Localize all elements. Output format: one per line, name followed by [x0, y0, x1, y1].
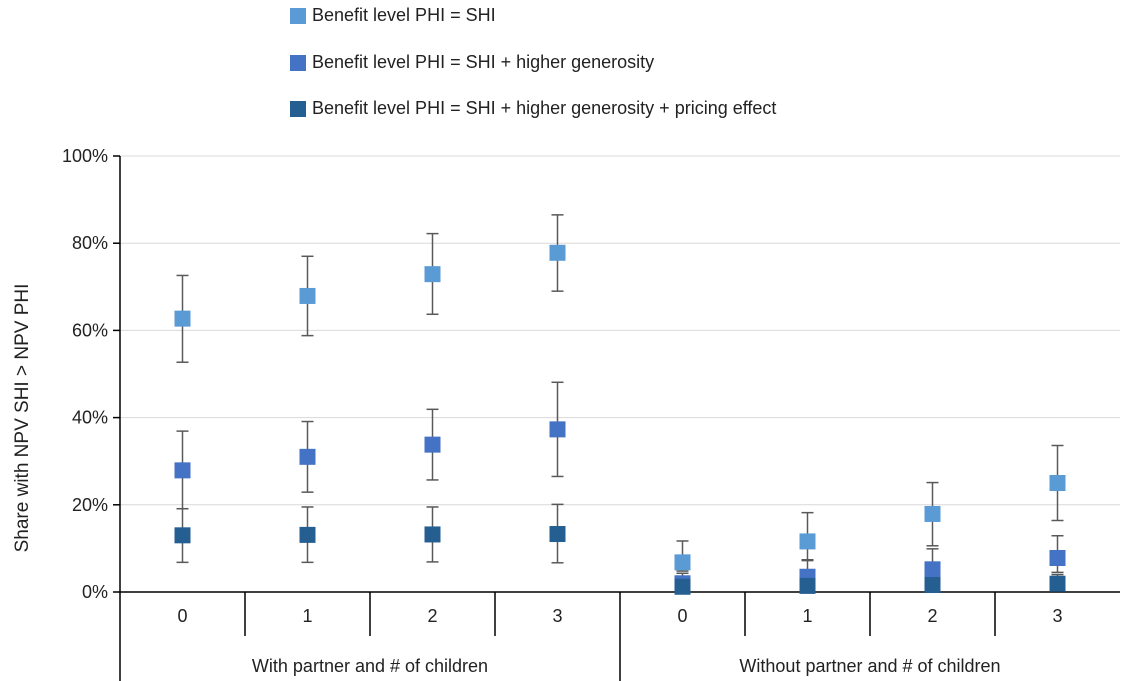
x-tick-label-5: 1 [802, 606, 812, 626]
legend-label-series-3: Benefit level PHI = SHI + higher generos… [312, 98, 777, 118]
data-point-s2-2 [424, 436, 441, 453]
legend-swatch-series-3 [290, 100, 306, 117]
legend-item-series-3: Benefit level PHI = SHI + higher generos… [290, 98, 776, 119]
data-points [174, 244, 1066, 595]
group-label-1: Without partner and # of children [739, 656, 1000, 676]
x-tick-label-1: 1 [302, 606, 312, 626]
y-tick-label-0: 0% [82, 582, 108, 602]
data-point-s2-7 [1049, 549, 1066, 566]
x-tick-label-6: 2 [927, 606, 937, 626]
data-point-s3-3 [549, 526, 566, 543]
legend-item-series-1: Benefit level PHI = SHI [290, 5, 496, 26]
data-point-s3-7 [1049, 575, 1066, 592]
y-axis-label: Share with NPV SHI > NPV PHI [12, 284, 33, 553]
axes: 0% 20% 40% 60% 80% 100% 0 1 2 3 0 1 2 3 With partner a… [62, 146, 1120, 681]
legend-swatch-series-2 [290, 54, 306, 71]
data-point-s1-2 [424, 266, 441, 283]
x-tick-label-4: 0 [677, 606, 687, 626]
y-tick-label-4: 80% [72, 233, 108, 253]
x-tick-label-7: 3 [1052, 606, 1062, 626]
data-point-s3-4 [674, 578, 691, 595]
data-point-s3-1 [299, 526, 316, 543]
y-tick-label-5: 100% [62, 146, 108, 166]
data-point-s3-6 [924, 577, 941, 594]
legend-label-series-2: Benefit level PHI = SHI + higher generos… [312, 52, 655, 72]
data-point-s3-2 [424, 526, 441, 543]
data-point-s1-0 [174, 310, 191, 327]
data-point-s1-4 [674, 554, 691, 571]
data-point-s2-1 [299, 448, 316, 465]
data-point-s1-1 [299, 287, 316, 304]
x-tick-label-0: 0 [177, 606, 187, 626]
data-point-s2-6 [924, 561, 941, 578]
data-point-s2-3 [549, 421, 566, 438]
data-point-s3-0 [174, 527, 191, 544]
data-point-s1-5 [799, 533, 816, 550]
data-point-s3-5 [799, 577, 816, 594]
legend-item-series-2: Benefit level PHI = SHI + higher generos… [290, 52, 654, 73]
x-tick-label-2: 2 [427, 606, 437, 626]
y-tick-label-3: 60% [72, 320, 108, 340]
y-tick-label-2: 40% [72, 408, 108, 428]
data-point-s2-0 [174, 462, 191, 479]
x-tick-label-3: 3 [552, 606, 562, 626]
legend-label-series-1: Benefit level PHI = SHI [312, 5, 496, 25]
group-label-0: With partner and # of children [252, 656, 488, 676]
data-point-s1-7 [1049, 475, 1066, 491]
gridlines [120, 155, 1120, 506]
data-point-s1-3 [549, 244, 566, 261]
legend-swatch-series-1 [290, 7, 306, 24]
data-point-s1-6 [924, 505, 941, 522]
y-tick-label-1: 20% [72, 495, 108, 515]
